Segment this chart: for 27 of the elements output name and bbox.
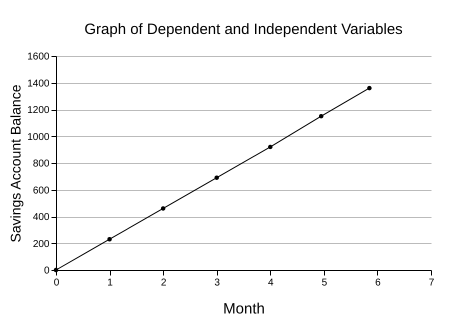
y-tick-label: 400 [32, 212, 50, 223]
point [54, 268, 58, 272]
x-tick-label: 1 [107, 278, 114, 288]
y-tick-label: 600 [32, 185, 50, 196]
x-tick-label: 6 [375, 278, 382, 288]
chart-title: Graph of Dependent and Independent Variables [84, 21, 403, 38]
point [318, 114, 324, 118]
x-tick-label: 2 [160, 278, 167, 288]
point [268, 144, 273, 150]
x-tick-label: 5 [322, 278, 328, 288]
y-tick-label: 0 [44, 266, 50, 276]
x-tick-label: 3 [214, 278, 220, 288]
point [160, 206, 166, 211]
y-tick-label: 1200 [27, 105, 50, 116]
x-axis-title: Month [223, 300, 265, 318]
y-tick-label: 1000 [27, 132, 50, 143]
point [367, 86, 372, 90]
x-tick-label: 7 [428, 278, 435, 288]
point [214, 175, 219, 180]
x-tick-label: 4 [268, 278, 274, 288]
y-axis-title: Savings Account Balance [7, 84, 24, 242]
y-tick-label: 200 [32, 238, 50, 250]
x-tick-label: 0 [54, 278, 60, 288]
y-tick-label: 800 [32, 158, 50, 170]
y-tick-label: 1400 [27, 78, 50, 90]
point [107, 237, 112, 242]
y-tick-label: 1600 [27, 52, 50, 62]
